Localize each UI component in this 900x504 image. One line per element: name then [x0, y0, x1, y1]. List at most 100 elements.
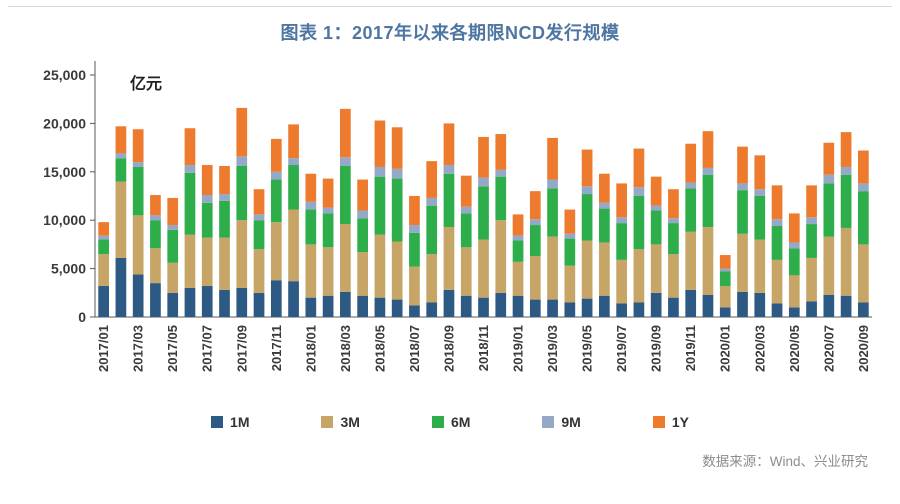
- bar-segment-9m: [322, 207, 334, 214]
- bar-segment-3m: [685, 231, 697, 290]
- bar-segment-1y: [201, 165, 213, 196]
- bar-segment-1m: [219, 289, 230, 317]
- bar-segment-3m: [702, 226, 714, 295]
- bar-segment-1m: [115, 257, 127, 317]
- bar-segment-1y: [633, 148, 645, 188]
- legend-item-1y: 1Y: [652, 414, 689, 430]
- bar-segment-6m: [478, 186, 489, 240]
- bar-segment-3m: [478, 239, 489, 298]
- bar-segment-1y: [616, 183, 627, 218]
- bar-segment-3m: [184, 234, 196, 288]
- bar-segment-3m: [443, 226, 455, 290]
- bar-segment-6m: [236, 165, 248, 221]
- bar-segment-6m: [650, 210, 662, 245]
- bar-segment-1m: [270, 280, 282, 317]
- bar-segment-3m: [115, 181, 127, 258]
- bar-segment-1m: [650, 292, 662, 317]
- bar-segment-6m: [115, 158, 127, 182]
- bar-segment-9m: [98, 235, 109, 240]
- bar-segment-1y: [357, 179, 368, 211]
- bar-segment-1m: [132, 274, 144, 317]
- bar-segment-6m: [322, 213, 334, 248]
- bar-segment-9m: [374, 166, 386, 177]
- bar-segment-6m: [305, 209, 317, 245]
- bar-segment-6m: [754, 196, 766, 240]
- x-axis-label: 2017/03: [131, 325, 146, 372]
- bar-segment-9m: [616, 217, 627, 224]
- bar-segment-1m: [288, 281, 299, 317]
- bar-segment-3m: [564, 265, 576, 303]
- bar-segment-9m: [581, 186, 593, 195]
- bar-segment-3m: [219, 237, 230, 290]
- bar-segment-6m: [823, 183, 835, 237]
- bar-segment-1m: [253, 292, 265, 317]
- bar-segment-3m: [495, 220, 507, 293]
- bar-segment-1y: [184, 128, 196, 166]
- bar-segment-1m: [150, 283, 161, 317]
- bar-segment-9m: [340, 157, 351, 166]
- bar-segment-1m: [409, 305, 420, 317]
- bar-segment-3m: [529, 256, 541, 300]
- bar-segment-3m: [374, 234, 386, 298]
- bar-segment-1m: [806, 301, 817, 317]
- bar-segment-3m: [840, 227, 852, 296]
- bar-segment-6m: [616, 223, 627, 260]
- legend-item-3m: 3M: [321, 414, 360, 430]
- bar-segment-1y: [305, 173, 317, 202]
- bar-segment-6m: [771, 226, 783, 260]
- x-axis-label: 2018/07: [407, 325, 422, 372]
- bar-segment-9m: [443, 165, 455, 174]
- bar-segment-6m: [357, 218, 368, 253]
- x-axis-label: 2018/09: [441, 325, 456, 372]
- bar-segment-9m: [478, 177, 489, 187]
- bar-segment-1m: [547, 299, 558, 317]
- bar-segment-6m: [443, 173, 455, 227]
- bar-segment-9m: [806, 217, 817, 225]
- bar-segment-9m: [564, 233, 576, 239]
- x-axis-label: 2018/03: [338, 325, 353, 372]
- bar-segment-1y: [754, 155, 766, 190]
- y-axis-label: 0: [78, 309, 86, 325]
- bar-segment-9m: [529, 219, 541, 226]
- x-axis-label: 2019/05: [580, 325, 595, 372]
- bar-segment-9m: [512, 235, 524, 241]
- bar-segment-9m: [840, 166, 852, 175]
- legend-swatch-6m: [431, 416, 444, 428]
- bar-segment-6m: [288, 165, 299, 210]
- bar-segment-1m: [305, 297, 317, 317]
- bar-segment-1m: [668, 297, 679, 317]
- bar-segment-6m: [719, 271, 731, 287]
- bar-segment-6m: [788, 248, 800, 276]
- bar-segment-1m: [443, 289, 455, 317]
- stacked-bar-chart: 0 5,000 10,000 15,000 20,000 25,000 亿元 2017/01 2…: [43, 61, 872, 372]
- x-axis-label: 2020/09: [856, 325, 871, 372]
- bar-segment-9m: [305, 201, 317, 210]
- bar-segment-3m: [771, 259, 783, 304]
- bar-segment-1y: [115, 126, 127, 154]
- bar-segment-1y: [547, 137, 558, 180]
- bar-segment-9m: [668, 218, 679, 224]
- bar-segment-3m: [806, 257, 817, 302]
- bar-segment-9m: [288, 158, 299, 166]
- bar-segment-3m: [98, 254, 109, 287]
- bar-segment-6m: [564, 238, 576, 266]
- bar-segment-9m: [788, 242, 800, 249]
- bar-segment-1y: [564, 209, 576, 234]
- bar-segment-3m: [305, 244, 317, 298]
- bar-segment-3m: [270, 222, 282, 281]
- bar-segment-1y: [167, 197, 179, 226]
- bar-segment-9m: [702, 167, 714, 175]
- y-axis-label: 20,000: [43, 115, 86, 131]
- bar-segment-3m: [167, 262, 179, 293]
- bar-segment-3m: [253, 249, 265, 293]
- bar-segment-9m: [219, 194, 230, 201]
- bar-segment-1m: [529, 299, 541, 317]
- bar-segment-3m: [132, 215, 144, 275]
- bar-segment-1y: [391, 127, 403, 169]
- bar-segment-3m: [633, 249, 645, 303]
- bar-segment-1m: [858, 302, 869, 317]
- bar-segment-3m: [858, 244, 869, 303]
- x-axis-label: 2019/11: [683, 325, 698, 371]
- bar-segment-1m: [201, 286, 213, 317]
- bar-segment-3m: [547, 236, 558, 300]
